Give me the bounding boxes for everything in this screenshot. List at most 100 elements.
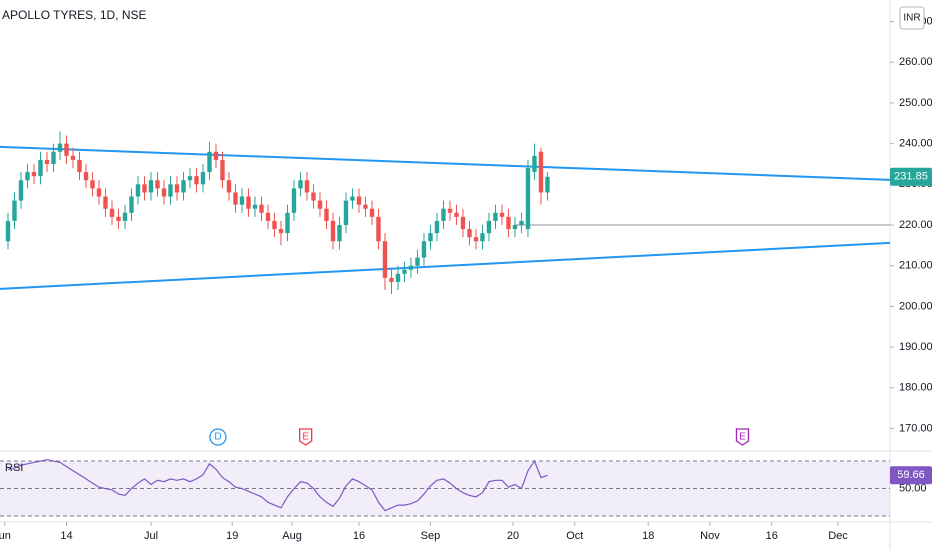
event-marker[interactable]: [299, 428, 313, 446]
candle-body: [12, 200, 17, 221]
candle-body: [447, 208, 453, 213]
candle-body: [168, 184, 173, 197]
candle-body: [421, 241, 427, 258]
rsi-pane: 50.00 RSI 59.66: [0, 459, 932, 517]
candle-body: [408, 265, 414, 270]
candle-body: [350, 196, 355, 201]
candle-body: [356, 196, 362, 205]
candle-body: [395, 273, 401, 282]
candle-body: [18, 180, 24, 201]
candle-body: [486, 220, 492, 234]
y-tick-label: 210.00: [899, 260, 932, 272]
x-tick-label: 18: [642, 530, 654, 542]
candle-body: [532, 155, 537, 173]
x-tick-label: 16: [766, 530, 778, 542]
candle-body: [213, 151, 219, 160]
candle-body: [382, 241, 388, 278]
x-tick-label: Sep: [421, 530, 441, 542]
x-tick-label: Aug: [282, 530, 302, 542]
candle-body: [57, 143, 63, 152]
candle-body: [155, 180, 160, 189]
candle-body: [51, 151, 56, 164]
y-tick-label: 220.00: [899, 219, 932, 231]
candle-body: [239, 196, 245, 205]
event-label: E: [302, 432, 309, 443]
candle-body: [103, 196, 108, 209]
candle-body: [506, 216, 511, 230]
candle-body: [109, 208, 115, 217]
currency-box[interactable]: [899, 6, 925, 30]
candle-body: [220, 159, 225, 181]
candle-body: [343, 200, 349, 225]
rsi-value-label: 59.66: [897, 469, 925, 481]
candle-body: [174, 184, 180, 193]
candle-body: [200, 172, 206, 185]
candle-body: [44, 159, 50, 164]
candle-body: [363, 204, 368, 209]
candle-body: [460, 216, 466, 230]
last-price-label: 231.85: [894, 171, 928, 183]
candle-body: [265, 212, 271, 221]
candle-body: [330, 220, 336, 242]
x-tick-label: Jul: [144, 530, 158, 542]
candle-body: [64, 143, 69, 156]
candle-body: [187, 176, 193, 181]
candle-body: [135, 184, 141, 197]
candle-body: [291, 188, 297, 213]
x-tick-label: un: [0, 530, 11, 542]
candle-body: [324, 208, 329, 221]
candle-body: [337, 225, 342, 242]
currency: INR: [903, 13, 920, 24]
candle-body: [304, 180, 310, 193]
candle-body: [207, 151, 212, 173]
y-tick-label: 260.00: [899, 56, 932, 68]
candle-body: [77, 159, 82, 173]
candle-body: [317, 200, 323, 209]
trend-line[interactable]: [0, 145, 891, 181]
event-marker[interactable]: [735, 428, 750, 446]
candle-body: [129, 196, 134, 213]
y-tick-label: 250.00: [899, 97, 932, 109]
candle-body: [194, 176, 199, 185]
candle-body: [473, 237, 479, 242]
candle-body: [480, 233, 485, 242]
candle-body: [161, 188, 167, 197]
y-tick-label: 180.00: [899, 382, 932, 394]
candle-body: [148, 180, 154, 193]
candle-body: [38, 159, 43, 177]
candle-body: [434, 220, 440, 234]
rsi-name[interactable]: RSI: [5, 462, 23, 474]
x-tick-label: Nov: [700, 530, 720, 542]
candle-body: [369, 208, 375, 217]
x-tick-label: Oct: [566, 530, 583, 542]
candle-body: [278, 229, 284, 234]
event-label: E: [739, 432, 746, 443]
candle-body: [25, 172, 30, 181]
candle-body: [31, 172, 37, 177]
trend-line[interactable]: [0, 241, 891, 290]
candle-body: [389, 277, 394, 282]
last-price-tag: [890, 167, 932, 186]
candle-body: [519, 220, 524, 225]
rsi-value-tag: [890, 466, 932, 485]
candle-body: [545, 176, 550, 193]
candle-body: [96, 188, 102, 197]
rsi-tick-label: 50.00: [899, 482, 927, 494]
candle-body: [252, 204, 258, 209]
candle-body: [226, 180, 232, 193]
y-tick-label: 190.00: [899, 341, 932, 353]
candle-body: [441, 208, 446, 221]
candle-body: [525, 168, 531, 230]
chart-title[interactable]: APOLLO TYRES, 1D, NSE: [2, 8, 147, 22]
event-marker[interactable]: [209, 428, 227, 446]
candle-body: [376, 216, 381, 242]
candle-body: [90, 180, 95, 189]
event-label: D: [214, 432, 221, 443]
x-tick-label: 19: [226, 530, 238, 542]
x-tick-label: Dec: [828, 530, 848, 542]
candle-body: [467, 229, 472, 238]
candle-body: [493, 212, 498, 221]
candle-body: [246, 196, 251, 209]
